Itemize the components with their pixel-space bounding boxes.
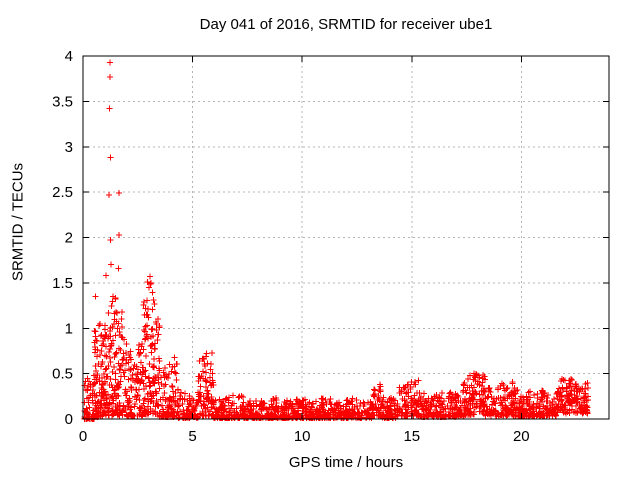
- scatter-points: [81, 59, 592, 422]
- y-tick-label: 2.5: [52, 184, 73, 201]
- y-tick-label: 2: [65, 230, 73, 247]
- x-tick-label: 15: [403, 428, 420, 445]
- x-tick-label: 0: [79, 428, 87, 445]
- x-axis-label: GPS time / hours: [288, 454, 404, 471]
- y-tick-label: 1: [65, 320, 73, 337]
- y-tick-label: 0.5: [52, 366, 73, 383]
- x-tick-label: 5: [188, 428, 196, 445]
- y-tick-label: 0: [65, 411, 73, 428]
- y-tick-label: 3.5: [52, 93, 73, 110]
- grid-lines: [83, 56, 609, 419]
- y-tick-label: 1.5: [52, 275, 73, 292]
- axis-ticks: [82, 55, 609, 420]
- x-tick-label: 10: [294, 428, 311, 445]
- plot-border: [82, 55, 610, 420]
- x-tick-label: 20: [513, 428, 530, 445]
- y-tick-label: 3: [65, 139, 73, 156]
- chart-title: Day 041 of 2016, SRMTID for receiver ube…: [199, 16, 493, 33]
- y-tick-label: 4: [65, 48, 73, 65]
